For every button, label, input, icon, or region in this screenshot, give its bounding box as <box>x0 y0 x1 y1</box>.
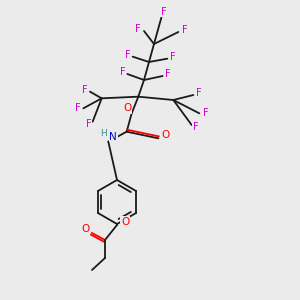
Text: F: F <box>182 25 187 35</box>
Text: O: O <box>121 217 129 227</box>
Text: F: F <box>119 67 125 77</box>
Text: F: F <box>196 88 201 98</box>
Text: O: O <box>81 224 89 234</box>
Text: F: F <box>193 122 199 132</box>
Text: O: O <box>124 103 132 113</box>
Text: F: F <box>160 7 166 17</box>
Text: F: F <box>165 69 170 79</box>
Text: F: F <box>125 50 130 60</box>
Text: H: H <box>100 129 107 138</box>
Text: F: F <box>202 108 208 118</box>
Text: O: O <box>161 130 170 140</box>
Text: F: F <box>86 119 92 129</box>
Text: F: F <box>82 85 88 95</box>
Text: F: F <box>135 24 141 34</box>
Text: F: F <box>74 103 80 113</box>
Text: F: F <box>169 52 175 62</box>
Text: N: N <box>110 132 117 142</box>
